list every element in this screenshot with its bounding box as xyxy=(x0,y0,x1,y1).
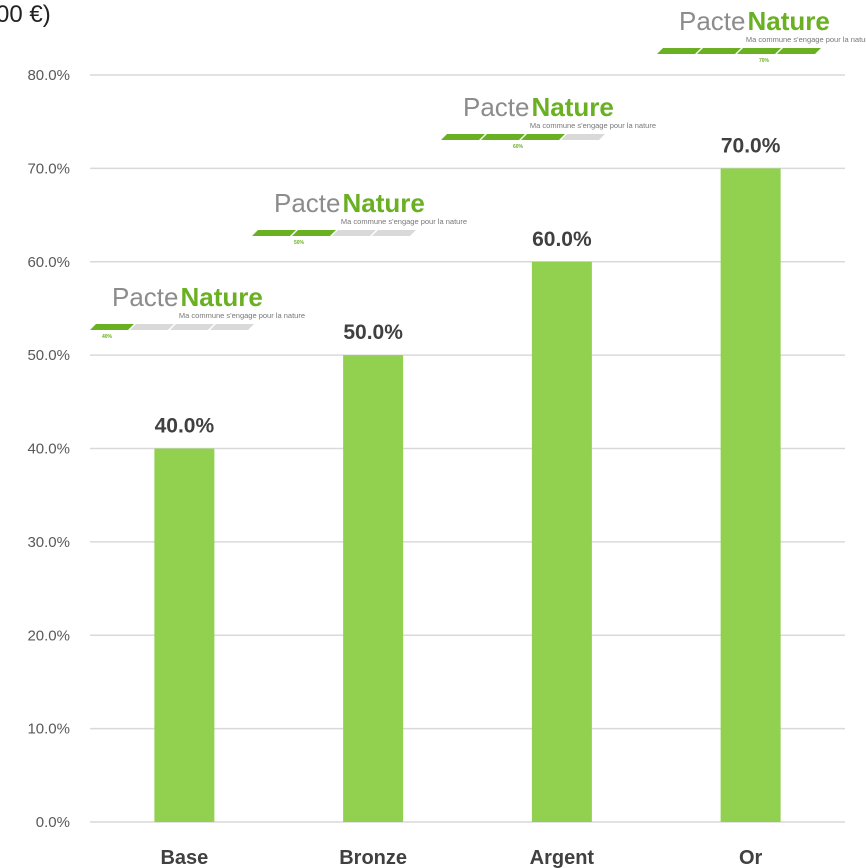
logo-stripe xyxy=(521,134,565,140)
logo-brand: Pacte xyxy=(463,92,530,122)
logo-stripe xyxy=(210,324,254,330)
y-tick-label: 50.0% xyxy=(27,347,70,364)
value-label: 50.0% xyxy=(343,321,403,344)
logo-stripe xyxy=(697,48,741,54)
logo-level: 70% xyxy=(759,58,770,64)
x-tick-label: Or xyxy=(739,847,763,868)
y-tick-label: 20.0% xyxy=(27,627,70,644)
logo-brand: Pacte xyxy=(112,282,179,312)
logo-stripe xyxy=(292,230,336,236)
y-tick-label: 10.0% xyxy=(27,721,70,738)
logo-level: 40% xyxy=(102,334,113,340)
y-tick-label: 80.0% xyxy=(27,67,70,84)
y-tick-label: 0.0% xyxy=(36,814,70,831)
value-label: 60.0% xyxy=(532,228,592,251)
logo-tagline: Ma commune s'engage pour la nature xyxy=(179,311,305,320)
y-tick-label: 40.0% xyxy=(27,441,70,458)
logo-brand: Pacte xyxy=(274,188,341,218)
bar xyxy=(154,448,215,822)
y-tick-label: 70.0% xyxy=(27,160,70,177)
logo-tagline: Ma commune s'engage pour la nature xyxy=(746,35,866,44)
logo-tagline: Ma commune s'engage pour la nature xyxy=(530,121,656,130)
x-tick-label: Base xyxy=(160,847,208,868)
logo-stripe xyxy=(441,134,485,140)
logo-brand-bold: Nature xyxy=(532,92,614,122)
logo-stripe xyxy=(372,230,416,236)
logo-brand-bold: Nature xyxy=(343,188,425,218)
bar xyxy=(531,261,592,822)
logo-stripe xyxy=(561,134,605,140)
x-tick-label: Bronze xyxy=(339,847,407,868)
bar xyxy=(343,355,404,822)
logo-level: 60% xyxy=(513,144,524,150)
y-tick-label: 30.0% xyxy=(27,534,70,551)
chart-title: 00 €) xyxy=(0,1,51,28)
logo-tagline: Ma commune s'engage pour la nature xyxy=(341,217,467,226)
logo-stripe xyxy=(737,48,781,54)
logo-stripe xyxy=(130,324,174,330)
logo-brand: Pacte xyxy=(679,6,746,36)
logo-stripe xyxy=(777,48,821,54)
logo-stripe xyxy=(170,324,214,330)
y-tick-label: 60.0% xyxy=(27,254,70,271)
logo-stripe xyxy=(90,324,134,330)
logo-brand-bold: Nature xyxy=(181,282,263,312)
logo-stripe xyxy=(657,48,701,54)
logo-stripe xyxy=(481,134,525,140)
logo-stripe xyxy=(252,230,296,236)
value-label: 70.0% xyxy=(721,134,781,157)
value-label: 40.0% xyxy=(155,415,215,438)
logo-level: 50% xyxy=(294,240,305,246)
x-tick-label: Argent xyxy=(530,847,595,868)
logo-brand-bold: Nature xyxy=(748,6,830,36)
bar xyxy=(720,168,781,822)
logo-stripe xyxy=(332,230,376,236)
